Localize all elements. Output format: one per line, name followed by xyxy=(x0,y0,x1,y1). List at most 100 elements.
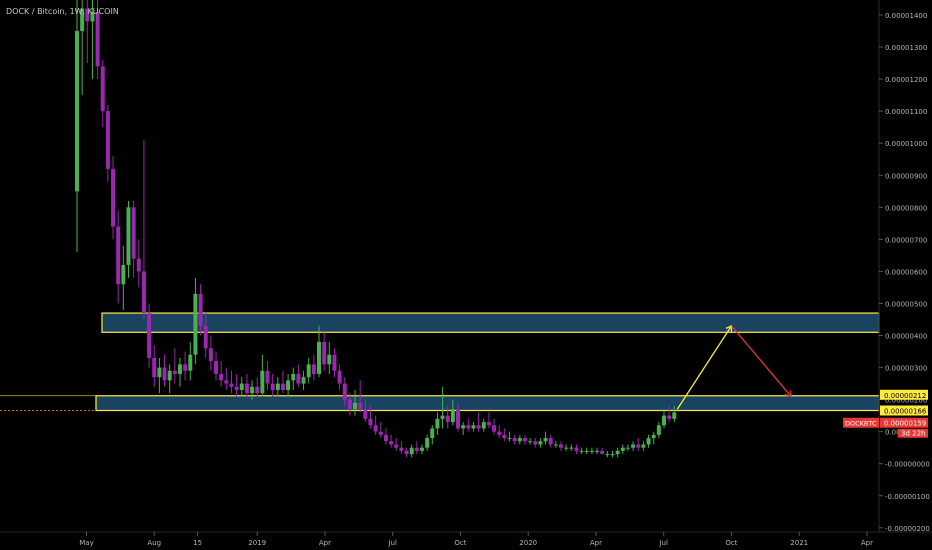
projection-up-line[interactable] xyxy=(676,325,733,410)
candle-body[interactable] xyxy=(219,373,224,381)
candle-body[interactable] xyxy=(394,444,399,448)
candle-body[interactable] xyxy=(486,422,491,426)
candle-body[interactable] xyxy=(522,438,527,442)
candle-body[interactable] xyxy=(90,11,95,22)
candle-body[interactable] xyxy=(172,370,177,374)
candle-body[interactable] xyxy=(620,447,625,451)
candle-body[interactable] xyxy=(183,364,188,371)
candle-body[interactable] xyxy=(651,434,656,439)
candle-body[interactable] xyxy=(533,441,538,445)
candle-body[interactable] xyxy=(337,370,342,384)
candle-body[interactable] xyxy=(270,383,275,390)
candle-body[interactable] xyxy=(471,425,476,429)
candle-body[interactable] xyxy=(661,415,666,426)
candle-body[interactable] xyxy=(116,226,121,285)
candle-body[interactable] xyxy=(517,438,522,442)
candle-body[interactable] xyxy=(600,450,605,455)
candle-body[interactable] xyxy=(497,431,502,435)
candle-body[interactable] xyxy=(641,444,646,448)
candle-body[interactable] xyxy=(425,438,430,448)
candle-body[interactable] xyxy=(291,373,296,381)
candle-body[interactable] xyxy=(466,425,471,429)
candle-body[interactable] xyxy=(152,357,157,378)
candle-body[interactable] xyxy=(286,380,291,390)
candle-body[interactable] xyxy=(301,377,306,384)
candle-body[interactable] xyxy=(255,386,260,394)
candle-body[interactable] xyxy=(214,361,219,374)
candle-body[interactable] xyxy=(368,418,373,426)
time-axis[interactable]: May Aug 15 2019 Apr Jul Oct 2020 Apr Jul Oct 2021 Ap… xyxy=(79,532,873,547)
candle-body[interactable] xyxy=(548,438,553,445)
resistance-zone[interactable] xyxy=(95,395,880,412)
candle-body[interactable] xyxy=(363,409,368,419)
projection-down-line[interactable] xyxy=(730,325,792,397)
candle-body[interactable] xyxy=(198,293,203,326)
candle-body[interactable] xyxy=(476,425,481,429)
candle-body[interactable] xyxy=(574,447,579,451)
candle-body[interactable] xyxy=(579,450,584,452)
candle-body[interactable] xyxy=(280,383,285,390)
candle-body[interactable] xyxy=(306,364,311,378)
candle-body[interactable] xyxy=(126,207,131,265)
candle-body[interactable] xyxy=(327,354,332,365)
candle-body[interactable] xyxy=(95,11,100,67)
candle-body[interactable] xyxy=(569,447,574,449)
candle-body[interactable] xyxy=(481,422,486,429)
candle-body[interactable] xyxy=(615,450,620,455)
candle-body[interactable] xyxy=(383,434,388,442)
resistance-zone[interactable] xyxy=(101,312,880,333)
candle-body[interactable] xyxy=(105,111,110,169)
candle-body[interactable] xyxy=(353,402,358,410)
candle-body[interactable] xyxy=(553,444,558,446)
candle-body[interactable] xyxy=(389,441,394,445)
candle-body[interactable] xyxy=(177,364,182,374)
candle-body[interactable] xyxy=(502,434,507,439)
candle-body[interactable] xyxy=(564,447,569,449)
candle-body[interactable] xyxy=(229,383,234,387)
candle-body[interactable] xyxy=(131,207,136,259)
candle-body[interactable] xyxy=(409,447,414,455)
candle-body[interactable] xyxy=(461,425,466,429)
candle-body[interactable] xyxy=(559,444,564,448)
candle-body[interactable] xyxy=(347,399,352,410)
candle-body[interactable] xyxy=(605,454,610,456)
candle-body[interactable] xyxy=(208,348,213,362)
candle-body[interactable] xyxy=(543,438,548,442)
candle-body[interactable] xyxy=(322,341,327,365)
candle-body[interactable] xyxy=(419,447,424,451)
candle-body[interactable] xyxy=(538,441,543,445)
candle-body[interactable] xyxy=(445,415,450,423)
candle-body[interactable] xyxy=(234,386,239,390)
candle-body[interactable] xyxy=(610,454,615,456)
candle-body[interactable] xyxy=(631,444,636,448)
candle-body[interactable] xyxy=(162,367,167,381)
candle-body[interactable] xyxy=(332,354,337,371)
candle-body[interactable] xyxy=(584,450,589,452)
candle-body[interactable] xyxy=(440,415,445,419)
candle-body[interactable] xyxy=(378,431,383,435)
candle-body[interactable] xyxy=(80,8,85,32)
candle-body[interactable] xyxy=(435,418,440,429)
candle-body[interactable] xyxy=(147,313,152,358)
price-axis[interactable]: 0.00001400 0.00001300 0.00001200 0.00001100… xyxy=(879,12,930,533)
candle-body[interactable] xyxy=(167,370,172,381)
candle-body[interactable] xyxy=(404,450,409,455)
candle-body[interactable] xyxy=(250,386,255,394)
candle-body[interactable] xyxy=(203,325,208,349)
candle-body[interactable] xyxy=(311,364,316,374)
candle-body[interactable] xyxy=(512,438,517,442)
candle-body[interactable] xyxy=(141,271,146,314)
candle-body[interactable] xyxy=(193,293,198,355)
candle-body[interactable] xyxy=(244,383,249,394)
candle-body[interactable] xyxy=(265,370,270,384)
candle-body[interactable] xyxy=(157,367,162,378)
candle-body[interactable] xyxy=(667,415,672,419)
candle-body[interactable] xyxy=(595,450,600,452)
candle-body[interactable] xyxy=(636,444,641,448)
candle-body[interactable] xyxy=(456,409,461,429)
candle-body[interactable] xyxy=(430,428,435,439)
candle-body[interactable] xyxy=(296,373,301,384)
candle-body[interactable] xyxy=(342,383,347,400)
candle-body[interactable] xyxy=(492,425,497,432)
